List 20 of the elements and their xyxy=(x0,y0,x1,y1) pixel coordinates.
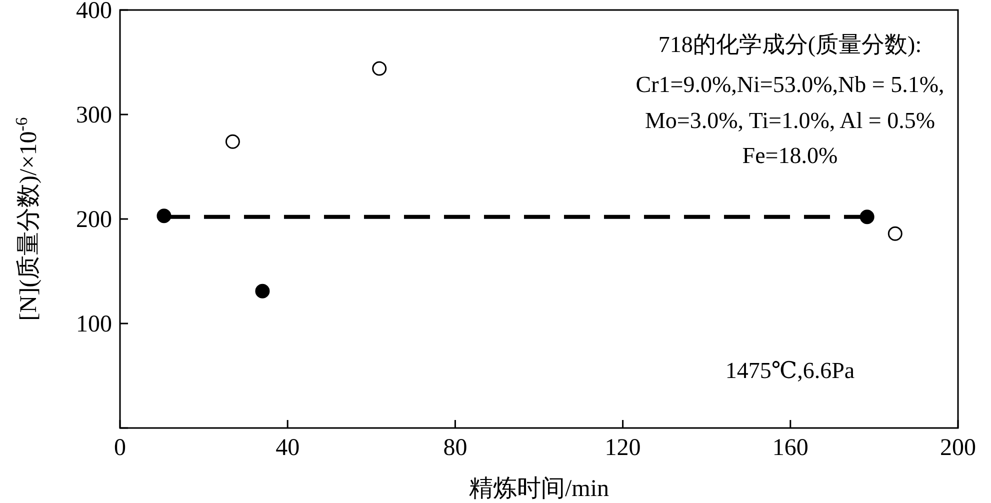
point xyxy=(888,226,902,241)
y-tick-label: 200 xyxy=(76,207,112,233)
x-tick-label: 160 xyxy=(772,435,808,461)
x-tick-label: 80 xyxy=(443,435,468,461)
x-tick-label: 200 xyxy=(940,435,976,461)
point xyxy=(372,61,387,76)
x-axis-title: 精炼时间/min xyxy=(468,476,610,502)
annotation: 718的化学成分(质量分数): xyxy=(658,32,922,57)
point xyxy=(255,284,270,298)
annotation: 1475℃,6.6Pa xyxy=(725,358,855,383)
point xyxy=(225,134,240,149)
annotation: Mo=3.0%, Ti=1.0%, Al = 0.5% xyxy=(644,108,936,133)
annotation: Cr1=9.0%,Ni=53.0%,Nb = 5.1%, xyxy=(636,72,944,97)
x-tick-label: 0 xyxy=(114,435,126,461)
y-tick-label: 300 xyxy=(76,102,112,128)
y-tick-label: 100 xyxy=(76,312,112,338)
y-tick-label: 400 xyxy=(76,0,112,24)
x-tick-label: 40 xyxy=(276,435,300,461)
annotation: Fe=18.0% xyxy=(742,143,838,168)
x-tick-label: 120 xyxy=(604,435,641,461)
